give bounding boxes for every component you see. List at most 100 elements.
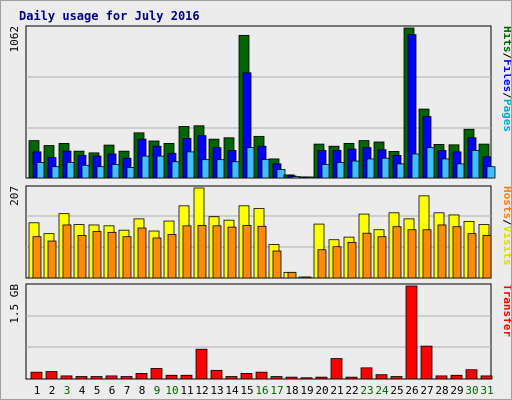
series-axis-label: Hits/Files/Pages xyxy=(501,26,511,132)
bar-transfer-s0-day-2 xyxy=(45,371,58,380)
bar-hosts-visits-s1-day-21 xyxy=(332,246,342,279)
x-tick-label: 20 xyxy=(315,384,328,397)
x-tick-label: 3 xyxy=(64,384,71,397)
bar-hosts-visits-s1-day-30 xyxy=(467,233,477,279)
bar-hosts-visits-s1-day-25 xyxy=(392,226,402,279)
bar-transfer-s0-day-25 xyxy=(390,376,403,380)
bar-hosts-visits-s1-day-24 xyxy=(377,236,387,279)
bar-transfer-s0-day-8 xyxy=(135,373,148,380)
x-tick-label: 26 xyxy=(405,384,418,397)
x-tick-label: 30 xyxy=(465,384,478,397)
y-max-label: 1062 xyxy=(8,26,21,53)
bar-transfer-s0-day-23 xyxy=(360,367,373,380)
bar-hosts-visits-s1-day-31 xyxy=(482,234,492,279)
bar-hosts-visits-s1-day-23 xyxy=(362,232,372,279)
series-axis-label-part: Transfer xyxy=(501,284,511,337)
panel-transfer: 1.5 GB Transfer xyxy=(8,283,511,380)
bar-hosts-visits-s1-day-8 xyxy=(137,227,147,279)
y-max-label: 207 xyxy=(8,186,21,206)
bar-transfer-s0-day-15 xyxy=(240,373,253,380)
bar-transfer-s0-day-24 xyxy=(375,374,388,380)
x-tick-label: 2 xyxy=(49,384,56,397)
bar-transfer-s0-day-13 xyxy=(210,369,223,380)
series-axis-label-part: / xyxy=(501,53,511,60)
x-tick-label: 31 xyxy=(480,384,493,397)
x-tick-label: 22 xyxy=(345,384,358,397)
bar-hosts-visits-s1-day-19 xyxy=(302,276,312,279)
series-axis-label: Hosts/Visits xyxy=(501,186,511,266)
bar-transfer-s0-day-7 xyxy=(120,376,133,380)
x-tick-label: 12 xyxy=(195,384,208,397)
x-tick-label: 27 xyxy=(420,384,433,397)
series-axis-label-part: / xyxy=(501,92,511,99)
x-tick-label: 5 xyxy=(94,384,101,397)
series-axis-label-part: Files xyxy=(501,59,511,92)
x-tick-label: 10 xyxy=(165,384,178,397)
bar-transfer-s0-day-6 xyxy=(105,375,118,380)
bar-transfer-s0-day-19 xyxy=(300,377,313,380)
bar-transfer-s0-day-16 xyxy=(255,371,268,380)
x-tick-label: 1 xyxy=(34,384,41,397)
series-axis-label-part: Pages xyxy=(501,99,511,132)
bar-hosts-visits-s1-day-12 xyxy=(197,224,207,279)
bar-hits-files-pages-s2-day-17 xyxy=(276,169,286,179)
bar-hosts-visits-s1-day-4 xyxy=(77,234,87,279)
x-tick-label: 11 xyxy=(180,384,193,397)
bar-hosts-visits-s1-day-6 xyxy=(107,231,117,279)
bar-transfer-s0-day-1 xyxy=(30,371,43,380)
series-axis-label-part: Hits xyxy=(501,26,511,53)
bar-hosts-visits-s1-day-7 xyxy=(122,236,132,279)
bar-hosts-visits-s1-day-16 xyxy=(257,225,267,279)
bar-hosts-visits-s1-day-29 xyxy=(452,226,462,279)
x-tick-label: 7 xyxy=(124,384,131,397)
bar-hosts-visits-s1-day-1 xyxy=(32,236,42,279)
y-max-label: 1.5 GB xyxy=(8,284,21,324)
x-tick-label: 15 xyxy=(240,384,253,397)
series-axis-label: Transfer xyxy=(501,284,511,337)
bar-hosts-visits-s1-day-14 xyxy=(227,226,237,279)
bar-hosts-visits-s1-day-28 xyxy=(437,224,447,279)
bar-transfer-s0-day-22 xyxy=(345,376,358,380)
bar-transfer-s0-day-3 xyxy=(60,375,73,380)
bar-hosts-visits-s1-day-18 xyxy=(287,271,297,279)
bar-hosts-visits-s1-day-9 xyxy=(152,237,162,279)
x-tick-label: 18 xyxy=(285,384,298,397)
chart-title: Daily usage for July 2016 xyxy=(19,9,200,23)
bar-transfer-s0-day-27 xyxy=(420,345,433,380)
bar-hosts-visits-s1-day-26 xyxy=(407,229,417,279)
bar-hits-files-pages-s2-day-31 xyxy=(486,166,496,179)
x-tick-label: 14 xyxy=(225,384,239,397)
bar-hosts-visits-s1-day-10 xyxy=(167,234,177,279)
bar-hosts-visits-s1-day-15 xyxy=(242,224,252,279)
x-tick-label: 19 xyxy=(300,384,313,397)
bar-transfer-s0-day-31 xyxy=(480,375,493,380)
bar-transfer-s0-day-11 xyxy=(180,374,193,380)
bar-hosts-visits-s1-day-17 xyxy=(272,250,282,279)
x-axis-labels: 1 2 3 4 5 6 7 8 9 10 11 12 13 14 15 16 17 18 19 20 21 22 23 24 2… xyxy=(34,384,494,397)
bar-transfer-s0-day-10 xyxy=(165,374,178,380)
bar-transfer-s0-day-28 xyxy=(435,375,448,380)
x-tick-label: 24 xyxy=(375,384,389,397)
bar-hosts-visits-s1-day-5 xyxy=(92,231,102,279)
x-tick-label: 4 xyxy=(79,384,86,397)
bar-transfer-s0-day-21 xyxy=(330,358,343,380)
x-tick-label: 8 xyxy=(139,384,146,397)
x-tick-label: 29 xyxy=(450,384,463,397)
bar-transfer-s0-day-5 xyxy=(90,376,103,380)
bar-transfer-s0-day-30 xyxy=(465,369,478,380)
x-tick-label: 6 xyxy=(109,384,116,397)
bar-hosts-visits-s1-day-27 xyxy=(422,229,432,279)
x-tick-label: 9 xyxy=(154,384,161,397)
series-axis-label-part: Visits xyxy=(501,226,511,266)
bar-transfer-s0-day-20 xyxy=(315,376,328,380)
series-axis-label-part: Hosts xyxy=(501,186,511,219)
x-tick-label: 25 xyxy=(390,384,403,397)
bar-transfer-s0-day-4 xyxy=(75,376,88,380)
x-tick-label: 28 xyxy=(435,384,448,397)
bar-transfer-s0-day-14 xyxy=(225,376,238,380)
bar-hosts-visits-s1-day-11 xyxy=(182,225,192,279)
bar-transfer-s0-day-18 xyxy=(285,376,298,380)
